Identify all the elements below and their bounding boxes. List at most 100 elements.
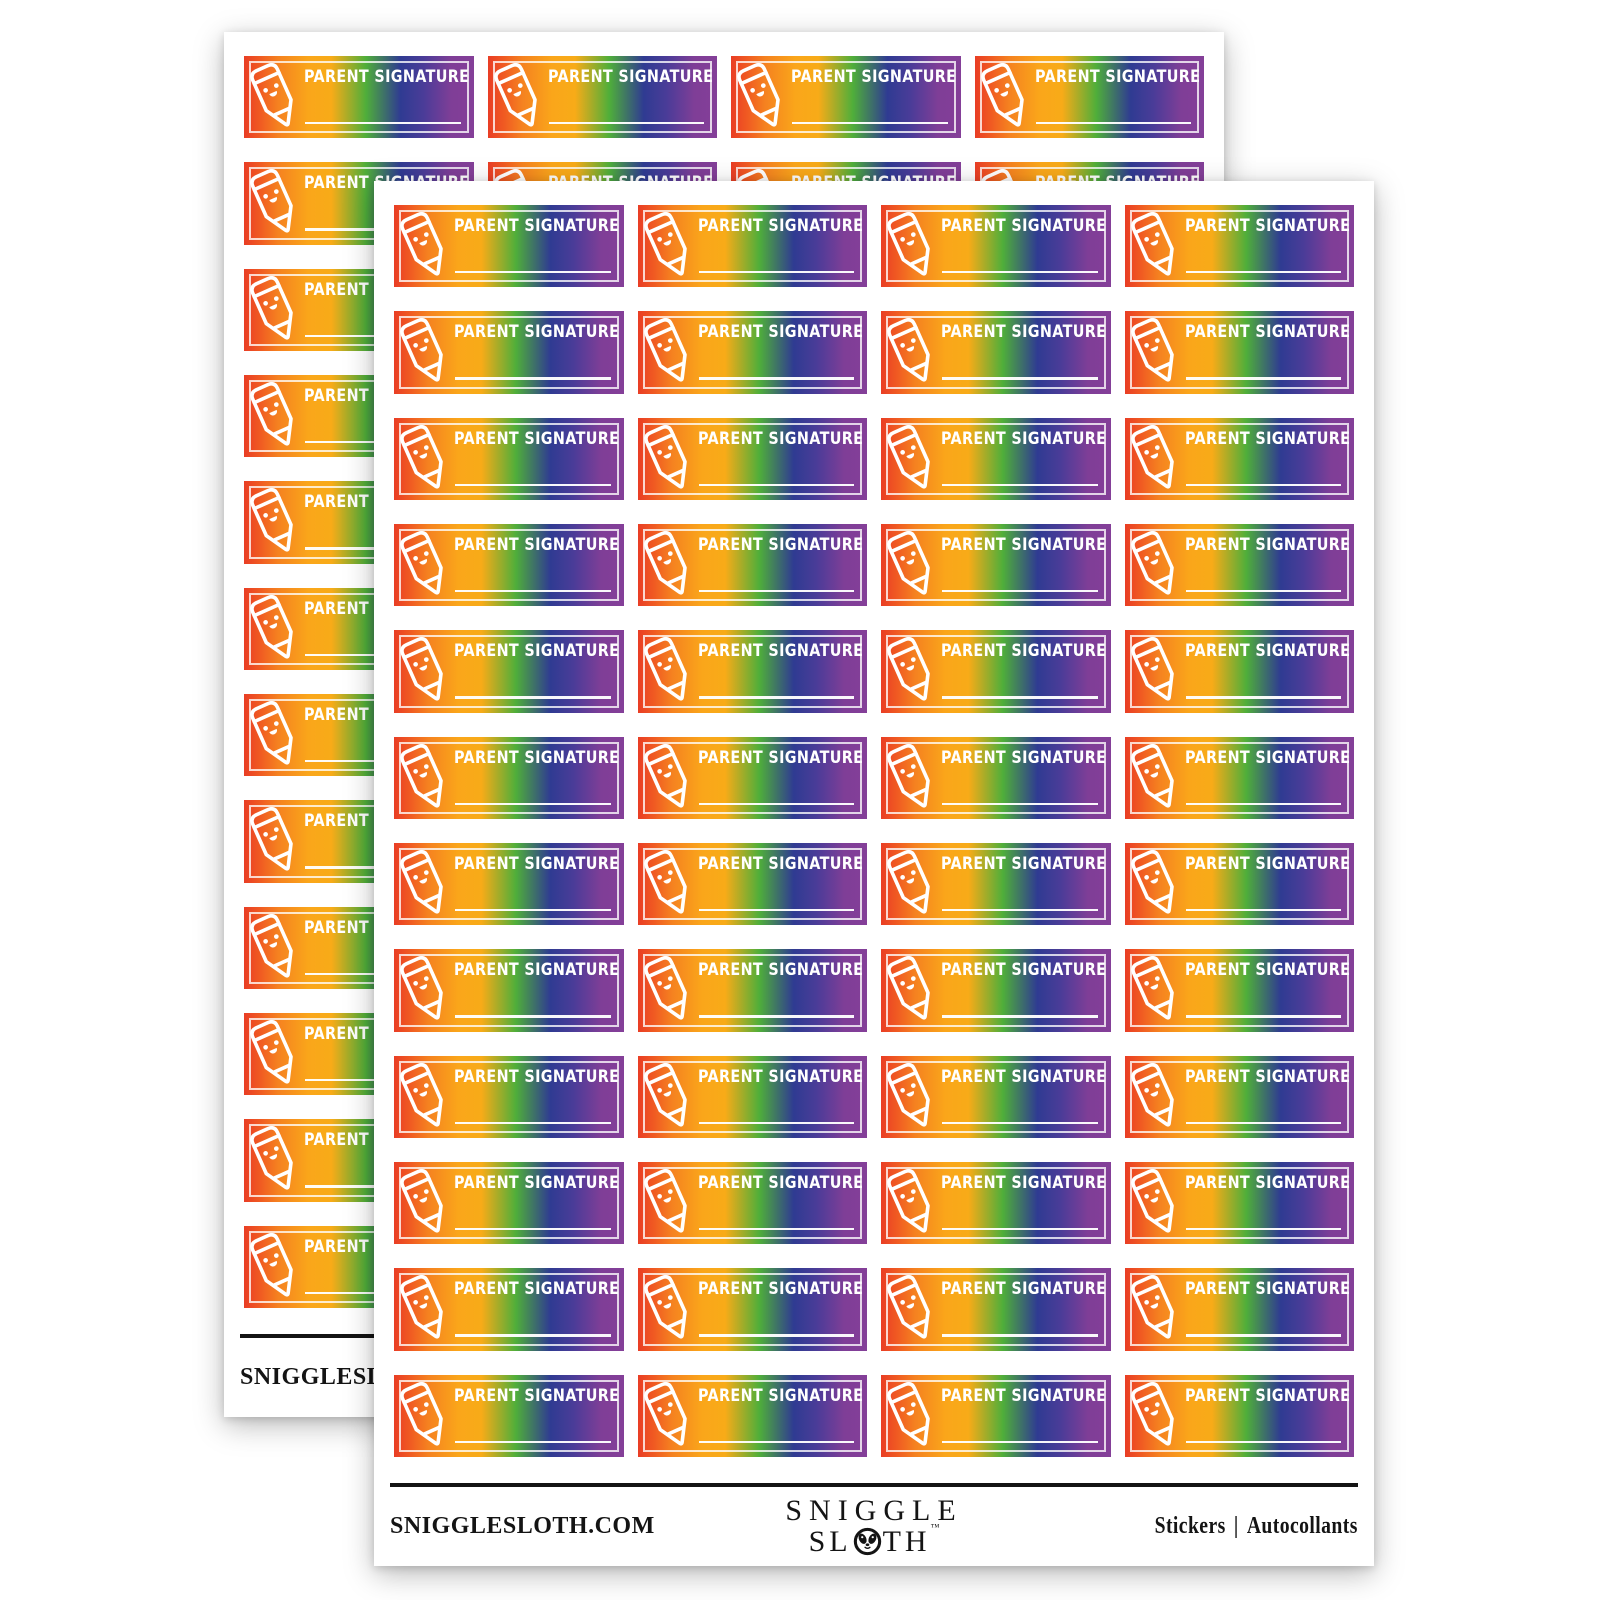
sticker-label: PARENT SIGNATURE <box>454 1173 620 1192</box>
kawaii-pencil-icon <box>244 1226 315 1308</box>
parent-signature-sticker: PARENT SIGNATURE <box>1124 524 1354 607</box>
parent-signature-sticker: PARENT SIGNATURE <box>1124 736 1354 819</box>
signature-line <box>942 377 1098 380</box>
sticker-label: PARENT SIGNATURE <box>697 428 863 448</box>
autocollants-label: Autocollants <box>1247 1512 1359 1539</box>
signature-line <box>942 270 1098 274</box>
sticker-label: PARENT SIGNATURE <box>1184 641 1350 661</box>
signature-line <box>942 589 1098 593</box>
sticker-label: PARENT SIGNATURE <box>697 960 863 980</box>
sticker-label: PARENT SIGNATURE <box>697 641 863 661</box>
signature-line <box>1185 483 1341 486</box>
kawaii-pencil-icon <box>244 56 315 138</box>
parent-signature-sticker: PARENT SIGNATURE <box>1124 1374 1354 1457</box>
signature-line <box>455 802 611 805</box>
logo-line1: SNIGGLE <box>785 1493 963 1527</box>
kawaii-pencil-icon <box>975 56 1046 138</box>
signature-line <box>1185 377 1341 380</box>
parent-signature-sticker: PARENT SIGNATURE <box>394 843 624 926</box>
signature-line <box>698 1015 854 1018</box>
signature-line <box>942 908 1098 912</box>
sticker-label: PARENT SIGNATURE <box>791 67 957 86</box>
parent-signature-sticker: PARENT SIGNATURE <box>637 524 867 607</box>
signature-line <box>455 696 611 699</box>
parent-signature-sticker: PARENT SIGNATURE <box>394 311 624 394</box>
sticker-label: PARENT SIGNATURE <box>454 960 620 980</box>
parent-signature-sticker: PARENT SIGNATURE <box>637 1055 867 1138</box>
parent-signature-sticker: PARENT SIGNATURE <box>1124 417 1354 500</box>
parent-signature-sticker: PARENT SIGNATURE <box>1124 949 1354 1032</box>
sticker-label: PARENT SIGNATURE <box>1184 1066 1350 1086</box>
sticker-sheet-front: PARENT SIGNATURE <box>374 181 1374 1566</box>
parent-signature-sticker: PARENT SIGNATURE <box>1124 205 1354 288</box>
signature-line <box>455 1440 611 1443</box>
parent-signature-sticker: PARENT SIGNATURE <box>881 417 1111 500</box>
parent-signature-sticker: PARENT SIGNATURE <box>637 1162 867 1245</box>
kawaii-pencil-icon <box>394 1268 465 1350</box>
signature-line <box>455 377 611 380</box>
kawaii-pencil-icon <box>244 694 315 776</box>
kawaii-pencil-icon <box>244 375 315 457</box>
sticker-label: PARENT SIGNATURE <box>941 960 1107 980</box>
parent-signature-sticker: PARENT SIGNATURE <box>487 56 717 139</box>
signature-line <box>698 483 854 486</box>
signature-line <box>305 121 461 125</box>
parent-signature-sticker: PARENT SIGNATURE <box>394 1268 624 1351</box>
sticker-label: PARENT SIGNATURE <box>941 747 1107 767</box>
signature-line <box>455 483 611 486</box>
kawaii-pencil-icon <box>244 481 315 563</box>
sticker-label: PARENT SIGNATURE <box>697 747 863 767</box>
sticker-label: PARENT SIGNATURE <box>1034 67 1200 86</box>
kawaii-pencil-icon <box>244 1119 315 1201</box>
sticker-label: PARENT SIGNATURE <box>697 1173 863 1192</box>
parent-signature-sticker: PARENT SIGNATURE <box>881 736 1111 819</box>
signature-line <box>455 1121 611 1124</box>
signature-line <box>698 270 854 274</box>
parent-signature-sticker: PARENT SIGNATURE <box>881 205 1111 288</box>
parent-signature-sticker: PARENT SIGNATURE <box>637 1374 867 1457</box>
signature-line <box>1185 1334 1341 1337</box>
signature-line <box>1185 1440 1341 1443</box>
signature-line <box>548 121 704 125</box>
signature-line <box>1185 1121 1341 1124</box>
sticker-label: PARENT SIGNATURE <box>1184 1173 1350 1192</box>
website-label: SNIGGLESLOTH.COM <box>390 1512 655 1539</box>
parent-signature-sticker: PARENT SIGNATURE <box>881 1268 1111 1351</box>
parent-signature-sticker: PARENT SIGNATURE <box>1124 843 1354 926</box>
sticker-label: PARENT SIGNATURE <box>697 216 863 235</box>
sticker-label: PARENT SIGNATURE <box>1184 960 1350 980</box>
logo-line2: SL TH ™ <box>785 1523 962 1557</box>
kawaii-pencil-icon <box>394 1375 465 1457</box>
signature-line <box>942 483 1098 486</box>
sticker-label: PARENT SIGNATURE <box>454 535 620 554</box>
sticker-label: PARENT SIGNATURE <box>941 1173 1107 1192</box>
parent-signature-sticker: PARENT SIGNATURE <box>394 1055 624 1138</box>
sticker-label: PARENT SIGNATURE <box>1184 1279 1350 1299</box>
parent-signature-sticker: PARENT SIGNATURE <box>394 524 624 607</box>
signature-line <box>942 1334 1098 1337</box>
signature-line <box>1185 696 1341 699</box>
sticker-label: PARENT SIGNATURE <box>1184 1385 1350 1405</box>
kawaii-pencil-icon <box>244 800 315 882</box>
signature-line <box>698 1227 854 1231</box>
parent-signature-sticker: PARENT SIGNATURE <box>881 1162 1111 1245</box>
parent-signature-sticker: PARENT SIGNATURE <box>881 630 1111 713</box>
signature-line <box>698 589 854 593</box>
signature-line <box>1185 802 1341 805</box>
kawaii-pencil-icon <box>881 1375 952 1457</box>
signature-line <box>698 802 854 805</box>
sticker-label: PARENT SIGNATURE <box>547 67 713 86</box>
parent-signature-sticker: PARENT SIGNATURE <box>394 1374 624 1457</box>
signature-line <box>455 908 611 912</box>
sticker-label: PARENT SIGNATURE <box>941 1279 1107 1299</box>
logo-trademark: ™ <box>930 1522 940 1532</box>
parent-signature-sticker: PARENT SIGNATURE <box>881 949 1111 1032</box>
sticker-label: PARENT SIGNATURE <box>941 216 1107 235</box>
kawaii-pencil-icon <box>244 1013 315 1095</box>
parent-signature-sticker: PARENT SIGNATURE <box>394 1162 624 1245</box>
sticker-label: PARENT SIGNATURE <box>1184 428 1350 448</box>
parent-signature-sticker: PARENT SIGNATURE <box>881 843 1111 926</box>
parent-signature-sticker: PARENT SIGNATURE <box>1124 1162 1354 1245</box>
signature-line <box>942 1015 1098 1018</box>
